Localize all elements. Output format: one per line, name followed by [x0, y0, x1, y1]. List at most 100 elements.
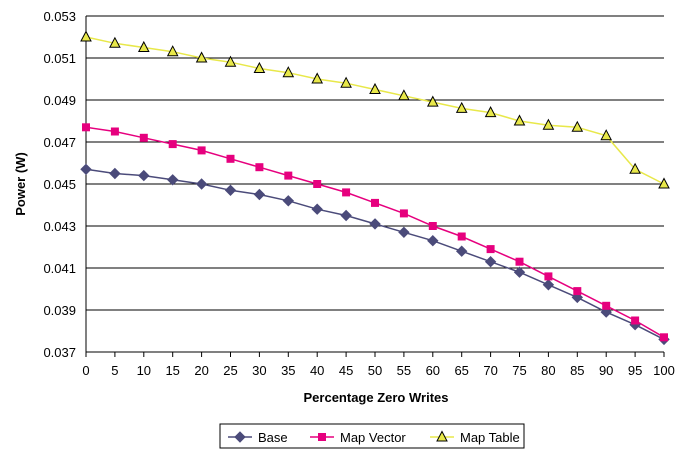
x-tick-label: 80 [541, 363, 555, 378]
x-tick-label: 20 [194, 363, 208, 378]
x-tick-label: 95 [628, 363, 642, 378]
data-point-map-table [398, 89, 410, 101]
data-point-map-vector [139, 133, 148, 142]
data-point-base [542, 279, 555, 291]
legend-marker-map-table [436, 430, 448, 442]
x-tick-label: 30 [252, 363, 266, 378]
y-tick-label: 0.047 [43, 135, 76, 150]
x-tick-label: 45 [339, 363, 353, 378]
series-line-map-table [85, 36, 665, 185]
data-point-map-vector [428, 222, 437, 230]
data-point-map-vector [399, 209, 408, 218]
data-point-map-table [542, 118, 555, 130]
data-point-map-table [369, 82, 381, 94]
data-point-map-table [282, 66, 295, 78]
data-point-map-vector [284, 171, 293, 180]
y-tick-label: 0.037 [43, 345, 76, 360]
data-point-map-table [513, 114, 526, 126]
x-tick-label: 55 [397, 363, 411, 378]
series-layer [80, 30, 670, 346]
x-tick-label: 5 [111, 363, 118, 378]
y-tick-label: 0.049 [43, 93, 76, 108]
series-map-table [80, 30, 670, 189]
data-point-map-table [340, 76, 352, 88]
data-point-map-table [195, 51, 208, 63]
data-point-map-vector [197, 146, 206, 155]
data-point-map-table [80, 30, 92, 42]
x-tick-label: 35 [281, 363, 295, 378]
series-map-vector [82, 123, 668, 342]
data-point-map-vector [342, 188, 351, 197]
legend-label-map-table: Map Table [460, 430, 520, 445]
x-tick-label: 90 [599, 363, 613, 378]
x-tick-label: 85 [570, 363, 584, 378]
x-tick-label: 25 [223, 363, 237, 378]
data-point-map-table [224, 55, 237, 67]
x-tick-label: 10 [137, 363, 151, 378]
data-point-map-table [166, 45, 179, 57]
x-tick-label: 75 [512, 363, 526, 378]
data-point-map-table [455, 101, 468, 113]
data-point-map-table [109, 36, 121, 48]
y-tick-label: 0.045 [43, 177, 76, 192]
x-axis-title: Percentage Zero Writes [304, 390, 449, 405]
series-line-base [85, 168, 665, 341]
data-point-base [109, 167, 121, 180]
data-point-map-vector [631, 316, 640, 325]
data-point-map-vector [660, 333, 668, 342]
legend: Base Map Vector Map Table [219, 423, 525, 449]
legend-marker-map-vector [318, 433, 326, 441]
data-point-map-vector [573, 287, 582, 296]
data-point-map-vector [313, 180, 322, 188]
y-tick-labels: 0.037 0.039 0.041 0.043 0.045 0.047 0.049 0.051… [43, 9, 76, 360]
gridlines [86, 15, 664, 353]
data-point-base [369, 218, 381, 230]
y-tick-label: 0.041 [43, 261, 76, 276]
data-point-map-table [658, 177, 670, 189]
data-point-base [224, 184, 237, 197]
data-point-base [398, 226, 410, 239]
axes [85, 16, 665, 357]
data-point-map-table [311, 72, 324, 84]
legend-box [219, 423, 525, 449]
data-point-map-table [137, 40, 150, 52]
data-point-base [455, 245, 468, 257]
data-point-map-vector [110, 127, 119, 136]
y-axis-title: Power (W) [13, 152, 28, 216]
x-tick-label: 100 [653, 363, 675, 378]
data-point-base [80, 163, 92, 176]
data-point-base [484, 255, 497, 268]
x-tick-label: 40 [310, 363, 324, 378]
data-point-map-vector [255, 163, 264, 172]
data-point-map-vector [457, 232, 466, 241]
y-tick-label: 0.053 [43, 9, 76, 24]
legend-marker-base [234, 431, 246, 443]
data-point-map-vector [371, 198, 379, 207]
data-point-base [340, 209, 352, 222]
legend-label-map-vector: Map Vector [340, 430, 406, 445]
series-base [80, 163, 670, 346]
data-point-map-vector [486, 245, 495, 254]
data-point-map-table [571, 120, 584, 132]
data-point-map-vector [168, 140, 177, 149]
x-tick-label: 15 [165, 363, 179, 378]
legend-label-base: Base [258, 430, 288, 445]
data-point-base [282, 195, 295, 207]
data-point-map-table [426, 95, 439, 107]
x-tick-labels: 0 5 10 15 20 25 30 35 40 45 50 55 60 65 70 75 80 85 90 95 10… [82, 363, 674, 378]
data-point-map-table [484, 106, 497, 118]
series-line-map-vector [85, 126, 665, 338]
y-tick-label: 0.039 [43, 303, 76, 318]
y-tick-label: 0.043 [43, 219, 76, 234]
data-point-map-vector [515, 257, 524, 266]
data-point-map-table [253, 61, 266, 73]
data-point-base [253, 188, 266, 201]
data-point-map-table [600, 129, 613, 141]
x-tick-label: 50 [368, 363, 382, 378]
data-point-base [311, 203, 323, 215]
data-point-base [138, 169, 150, 182]
x-tick-label: 65 [454, 363, 468, 378]
data-point-base [427, 234, 439, 247]
data-point-map-vector [82, 123, 90, 132]
